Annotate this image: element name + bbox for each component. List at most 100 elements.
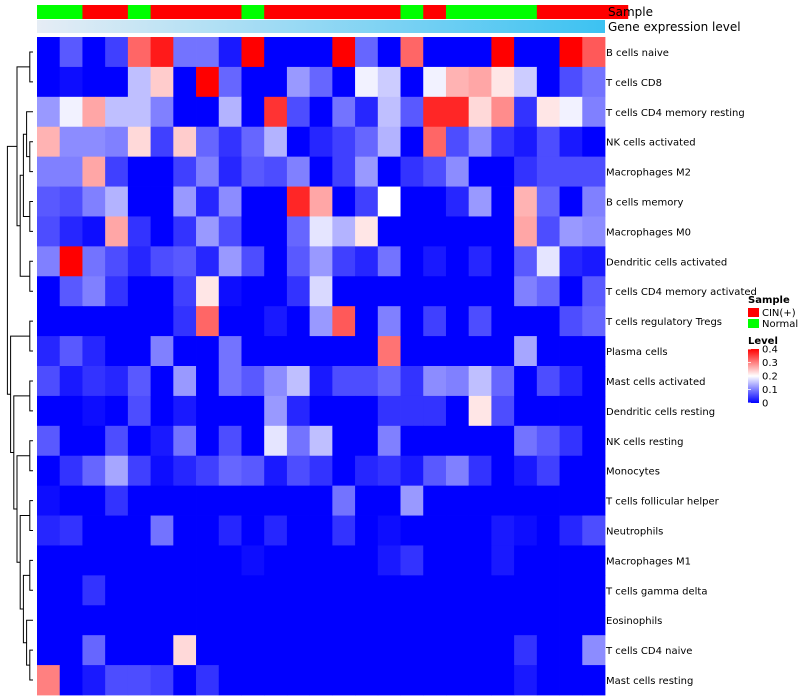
row-label: T cells CD4 memory resting	[605, 108, 745, 119]
heatmap-cell	[559, 545, 583, 576]
heatmap-cell	[559, 515, 583, 546]
heatmap-cell	[582, 66, 606, 98]
heatmap-cell	[332, 276, 356, 307]
heatmap-cell	[264, 575, 288, 606]
heatmap-cell	[445, 246, 470, 277]
heatmap-cell	[400, 425, 424, 457]
heatmap-cell	[491, 515, 515, 546]
heatmap-cell	[423, 575, 447, 606]
heatmap-cell	[82, 545, 106, 576]
heatmap-cell	[286, 455, 311, 487]
legend-title-sample: Sample	[748, 295, 790, 306]
dendrogram-branch	[29, 500, 33, 531]
heatmap-cell	[241, 545, 265, 576]
heatmap-cell	[491, 575, 515, 606]
heatmap-cell	[82, 156, 106, 187]
legend-label-cin: CIN(+)	[762, 308, 796, 319]
heatmap-cell	[105, 246, 129, 277]
heatmap-cell	[309, 216, 333, 247]
heatmap-cell	[105, 515, 129, 546]
sample-annotation-cell	[445, 5, 470, 19]
heatmap-cell	[355, 515, 379, 546]
heatmap-cell	[105, 306, 129, 337]
row-label: T cells regulatory Tregs	[605, 317, 722, 328]
heatmap-cell	[82, 126, 106, 158]
heatmap-cell	[582, 575, 606, 606]
row-label: Plasma cells	[606, 347, 668, 358]
heatmap-cell	[514, 37, 538, 68]
heatmap-cell	[309, 126, 333, 158]
heatmap-cell	[582, 455, 606, 487]
heatmap-cell	[468, 545, 492, 576]
heatmap-cell	[37, 66, 61, 98]
heatmap-cell	[400, 96, 424, 128]
heatmap-cell	[218, 635, 242, 666]
heatmap-cell	[468, 96, 492, 128]
dendrogram-branch	[13, 395, 30, 510]
heatmap-cell	[82, 515, 106, 546]
heatmap-cell	[468, 186, 492, 217]
row-label: Macrophages M2	[606, 168, 691, 179]
heatmap-cell	[150, 665, 174, 696]
heatmap-cell	[264, 246, 288, 277]
heatmap-cell	[445, 216, 470, 247]
heatmap-cell	[241, 515, 265, 546]
heatmap-cell	[59, 605, 83, 636]
heatmap-cell	[241, 126, 265, 158]
heatmap-cell	[377, 306, 401, 337]
heatmap-cell	[241, 306, 265, 337]
level-ticks: 0.4 0.3 0.2 0.1 0	[748, 345, 778, 410]
heatmap-cell	[196, 485, 220, 516]
heatmap-cell	[536, 246, 560, 277]
heatmap-cell	[377, 246, 401, 277]
heatmap-cell	[582, 186, 606, 217]
heatmap-cell	[150, 276, 174, 307]
annotation-label-expression: Gene expression level	[608, 20, 741, 34]
heatmap-cell	[377, 485, 401, 516]
heatmap-cell	[309, 336, 333, 367]
heatmap-cell	[286, 246, 311, 277]
sample-annotation-cell	[105, 5, 129, 19]
sample-annotation-cell	[241, 5, 265, 19]
heatmap-cell	[355, 186, 379, 217]
heatmap-cell	[491, 186, 515, 217]
heatmap-cell	[59, 635, 83, 666]
sample-annotation-cell	[536, 5, 561, 19]
heatmap-cell	[59, 126, 83, 158]
heatmap-cell	[309, 156, 333, 187]
heatmap-cell	[82, 395, 106, 427]
heatmap-cell	[559, 605, 583, 636]
heatmap-cell	[127, 545, 151, 576]
heatmap-cell	[468, 66, 492, 98]
heatmap-cell	[423, 515, 447, 546]
heatmap-cell	[377, 455, 401, 487]
heatmap-cell	[196, 186, 220, 217]
heatmap-cell	[37, 485, 61, 516]
row-label: T cells follicular helper	[605, 497, 720, 508]
heatmap-cell	[127, 37, 151, 68]
heatmap-cell	[582, 246, 606, 277]
heatmap-cell	[105, 156, 129, 187]
heatmap-cell	[536, 635, 560, 666]
heatmap-cell	[491, 366, 515, 397]
heatmap-cell	[286, 366, 311, 397]
heatmap-cell	[355, 246, 379, 277]
heatmap-cell	[445, 336, 470, 367]
heatmap-cell	[445, 156, 470, 187]
heatmap-cell	[241, 455, 265, 487]
heatmap-cell	[196, 515, 220, 546]
heatmap-cell	[286, 575, 311, 606]
heatmap-cell	[468, 515, 492, 546]
heatmap-cell	[332, 336, 356, 367]
heatmap-cell	[82, 575, 106, 606]
heatmap-cell	[286, 37, 311, 68]
heatmap-cell	[173, 96, 197, 128]
heatmap-cell	[582, 515, 606, 546]
legend-swatch-cin	[748, 308, 759, 317]
heatmap-cell	[423, 37, 447, 68]
heatmap-cell	[127, 276, 151, 307]
heatmap-cell	[173, 306, 197, 337]
heatmap-cell	[559, 96, 583, 128]
sample-annotation-cell	[37, 5, 61, 19]
heatmap-cell	[59, 186, 83, 217]
